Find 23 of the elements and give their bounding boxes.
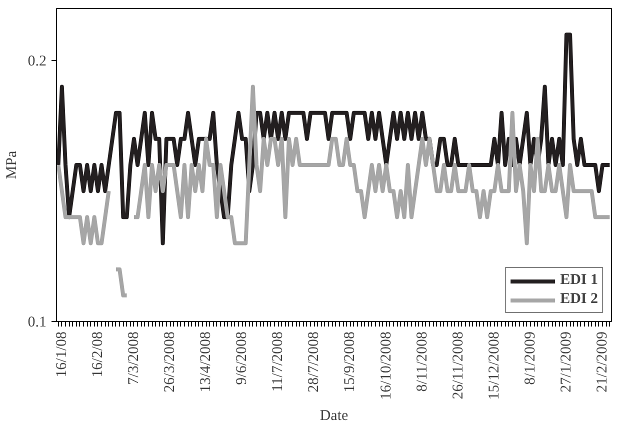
x-tick-label: 7/3/2008	[126, 331, 142, 385]
legend-label: EDI 1	[560, 272, 598, 289]
x-tick-label: 16/2/08	[90, 331, 106, 378]
legend-label: EDI 2	[560, 291, 598, 308]
x-tick-label: 16/10/2008	[378, 331, 394, 400]
x-tick-label: 11/7/2008	[270, 331, 286, 392]
line-series	[56, 32, 612, 246]
x-tick-label: 26/11/2008	[450, 331, 466, 400]
x-tick-label: 15/9/2008	[342, 331, 358, 392]
x-tick-label: 8/1/2009	[522, 331, 538, 385]
y-tick-label: 0.1	[28, 314, 46, 330]
x-tick-label: 26/3/2008	[162, 331, 178, 392]
x-tick-label: 16/1/08	[54, 331, 70, 378]
x-axis-title: Date	[320, 408, 348, 424]
x-tick-label: 13/4/2008	[198, 331, 214, 392]
x-tick-label: 27/1/2009	[558, 331, 574, 392]
x-tick-label: 28/7/2008	[306, 331, 322, 392]
x-tick-label: 21/2/2009	[594, 331, 610, 392]
x-tick-label: 8/11/2008	[414, 331, 430, 392]
x-tick-label: 9/6/2008	[234, 331, 250, 385]
y-axis-title: MPa	[4, 150, 20, 180]
x-tick-label: 15/12/2008	[486, 331, 502, 400]
y-tick-label: 0.2	[28, 54, 46, 70]
